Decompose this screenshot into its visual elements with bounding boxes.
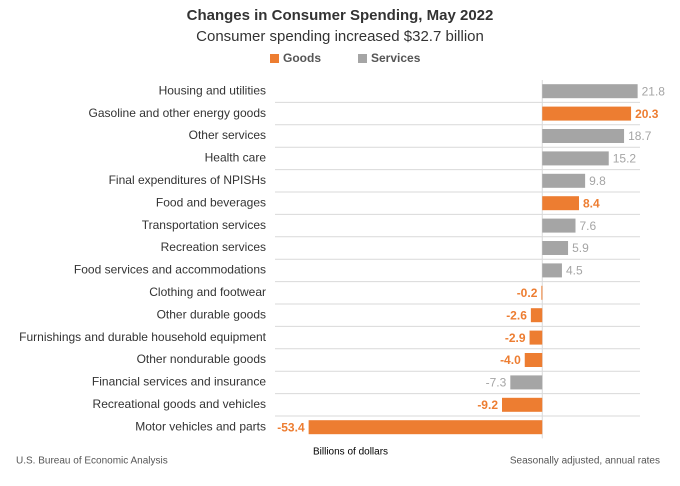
y-tick-label: Health care	[205, 151, 267, 165]
value-label: 4.5	[566, 264, 583, 278]
y-tick-label: Recreational goods and vehicles	[93, 397, 266, 411]
bar	[542, 151, 609, 166]
value-label: 7.6	[580, 219, 597, 233]
y-tick-label: Housing and utilities	[159, 83, 266, 97]
value-label: -2.6	[506, 308, 527, 322]
bar	[524, 353, 543, 367]
source: U.S. Bureau of Economic Analysis	[16, 456, 168, 467]
value-label: -0.2	[517, 286, 538, 300]
y-tick-label: Food services and accommodations	[74, 263, 266, 277]
chart-title: Changes in Consumer Spending, May 2022	[187, 7, 494, 24]
bar	[542, 241, 569, 255]
value-label: -2.9	[505, 331, 526, 345]
value-label: -53.4	[277, 420, 305, 434]
bar	[542, 173, 586, 188]
bar	[542, 106, 632, 121]
note: Seasonally adjusted, annual rates	[510, 456, 660, 467]
bar	[308, 420, 543, 435]
value-label: 21.8	[642, 84, 666, 98]
bar	[530, 308, 543, 323]
y-tick-label: Clothing and footwear	[149, 285, 266, 299]
x-axis-label: Billions of dollars	[313, 447, 388, 458]
bar	[542, 129, 625, 143]
legend-swatch	[358, 54, 367, 63]
bar	[542, 84, 638, 99]
bar	[542, 196, 579, 211]
value-label: 15.2	[613, 152, 637, 166]
y-tick-label: Other nondurable goods	[137, 352, 266, 366]
legend-swatch	[270, 54, 279, 63]
value-label: 20.3	[635, 107, 659, 121]
y-tick-label: Other services	[189, 128, 266, 142]
y-tick-label: Other durable goods	[157, 307, 266, 321]
bar	[542, 263, 562, 278]
bar	[541, 285, 543, 300]
legend-label: Services	[371, 51, 421, 65]
bar	[529, 330, 543, 345]
y-tick-label: Financial services and insurance	[92, 375, 266, 389]
y-tick-label: Final expenditures of NPISHs	[109, 173, 266, 187]
y-tick-label: Motor vehicles and parts	[135, 419, 266, 433]
bar	[542, 218, 576, 233]
bar	[502, 397, 543, 412]
y-tick-label: Transportation services	[142, 218, 266, 232]
y-tick-label: Gasoline and other energy goods	[89, 106, 266, 120]
value-label: 8.4	[583, 196, 600, 210]
value-label: 5.9	[572, 241, 589, 255]
value-label: -7.3	[486, 376, 507, 390]
chart-subtitle: Consumer spending increased $32.7 billio…	[196, 28, 484, 45]
value-label: -9.2	[477, 398, 498, 412]
y-tick-label: Recreation services	[161, 240, 266, 254]
bar	[510, 375, 543, 390]
legend-label: Goods	[283, 51, 321, 65]
value-label: -4.0	[500, 353, 521, 367]
value-label: 9.8	[589, 174, 606, 188]
y-tick-label: Food and beverages	[156, 195, 266, 209]
value-label: 18.7	[628, 129, 652, 143]
y-tick-label: Furnishings and durable household equipm…	[19, 330, 267, 344]
